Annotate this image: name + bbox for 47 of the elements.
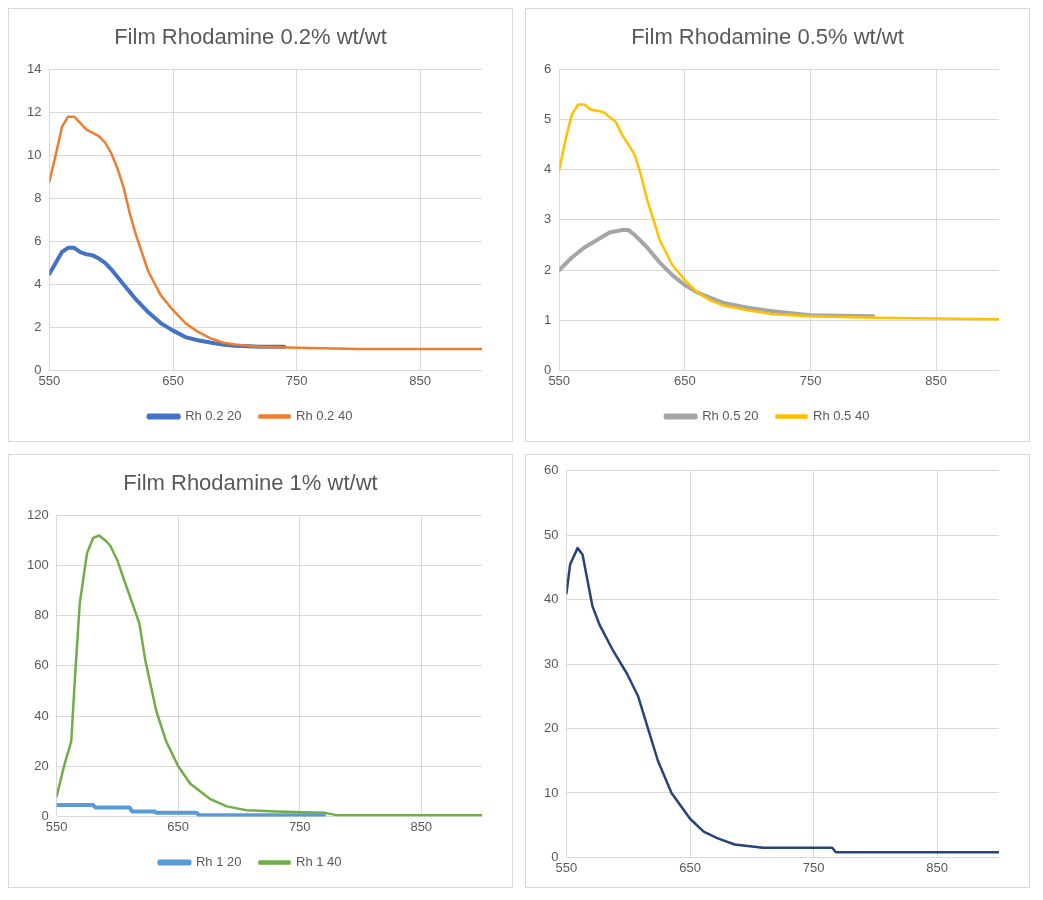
y-tick-label: 6 — [544, 60, 552, 76]
x-tick-label: 650 — [679, 859, 701, 875]
y-tick-label: 8 — [34, 189, 42, 205]
x-tick-label: 850 — [925, 372, 948, 388]
x-tick-label: 750 — [802, 859, 825, 875]
x-tick-label: 850 — [410, 818, 433, 834]
y-tick-label: 6 — [34, 232, 42, 248]
y-tick-label: 4 — [544, 161, 552, 177]
y-tick-label: 20 — [34, 757, 49, 773]
y-tick-label: 20 — [543, 720, 559, 736]
x-tick-label: 850 — [409, 372, 432, 388]
y-tick-label: 1 — [544, 311, 552, 327]
x-tick-label: 750 — [799, 372, 822, 388]
y-tick-label: 5 — [544, 111, 552, 127]
y-tick-label: 50 — [543, 526, 559, 542]
chart-title: Film Rhodamine 0.2% wt/wt — [114, 24, 387, 50]
y-tick-label: 40 — [543, 591, 559, 607]
chart-title: Film Rhodamine 1% wt/wt — [123, 470, 378, 496]
chart-title: Film Rhodamine 0.5% wt/wt — [631, 24, 904, 50]
y-tick-label: 10 — [543, 784, 559, 800]
y-tick-label: 2 — [34, 318, 42, 334]
legend-label: Rh 1 40 — [296, 854, 342, 870]
y-tick-label: 2 — [544, 261, 552, 277]
y-tick-label: 60 — [543, 462, 559, 478]
legend-label: Rh 0.2 40 — [296, 408, 353, 424]
y-tick-label: 14 — [26, 60, 42, 76]
y-tick-label: 30 — [543, 655, 559, 671]
x-tick-label: 850 — [926, 859, 949, 875]
y-tick-label: 0 — [41, 807, 49, 823]
y-tick-label: 10 — [26, 146, 42, 162]
x-tick-label: 650 — [162, 372, 184, 388]
y-tick-label: 120 — [26, 506, 49, 522]
legend-label: Rh 0.5 20 — [702, 408, 759, 424]
x-tick-label: 650 — [167, 818, 190, 834]
y-tick-label: 80 — [34, 607, 49, 623]
legend-label: Rh 1 20 — [195, 854, 242, 870]
y-tick-label: 3 — [544, 211, 552, 227]
legend-label: Rh 0.5 40 — [813, 408, 870, 424]
x-tick-label: 650 — [674, 372, 696, 388]
x-tick-label: 750 — [285, 372, 308, 388]
y-tick-label: 40 — [34, 707, 49, 723]
y-tick-label: 100 — [26, 557, 49, 573]
legend-label: Rh 0.2 20 — [185, 408, 242, 424]
y-tick-label: 12 — [26, 103, 42, 119]
x-tick-label: 750 — [288, 818, 311, 834]
y-tick-label: 60 — [34, 657, 49, 673]
y-tick-label: 4 — [34, 275, 42, 291]
